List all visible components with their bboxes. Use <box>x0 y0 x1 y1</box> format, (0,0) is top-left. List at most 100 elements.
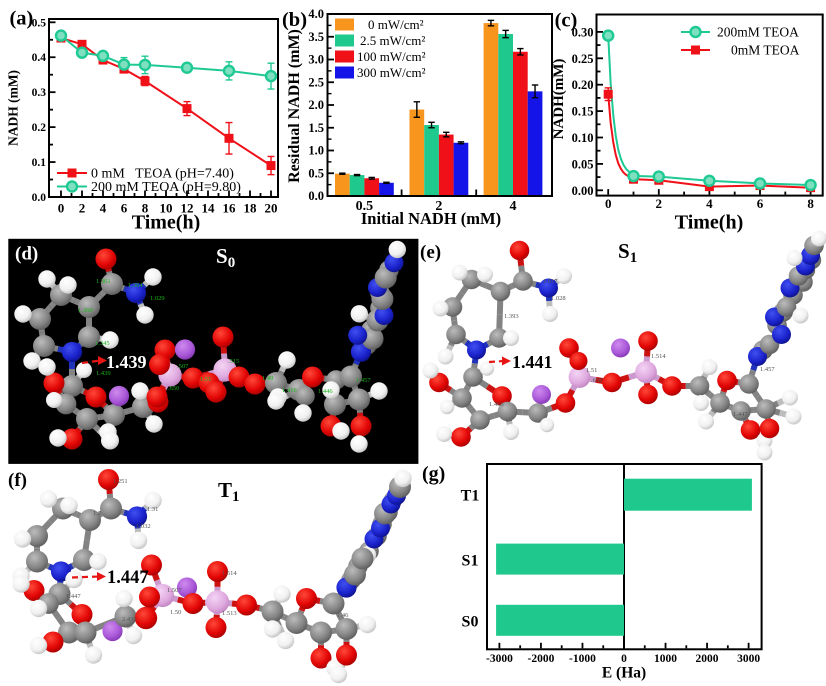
svg-text:1.416: 1.416 <box>282 387 297 394</box>
svg-text:10: 10 <box>160 201 173 216</box>
svg-text:2.5 mW/cm²: 2.5 mW/cm² <box>360 33 425 48</box>
svg-text:0: 0 <box>621 653 627 665</box>
svg-text:1.439: 1.439 <box>106 352 147 372</box>
svg-text:4.0: 4.0 <box>308 7 324 21</box>
svg-text:0: 0 <box>605 196 612 211</box>
svg-text:6: 6 <box>757 196 764 211</box>
svg-text:E (Ha): E (Ha) <box>602 665 646 682</box>
svg-text:1.51: 1.51 <box>200 376 211 383</box>
svg-text:1.46: 1.46 <box>337 612 349 619</box>
svg-text:(b): (b) <box>282 9 307 31</box>
svg-text:1.447: 1.447 <box>66 593 81 600</box>
svg-text:0.2: 0.2 <box>32 122 47 134</box>
svg-text:Initial NADH (mM): Initial NADH (mM) <box>361 209 501 228</box>
svg-text:0 mM TEOA (pH=7.40): 0 mM TEOA (pH=7.40) <box>91 167 234 182</box>
svg-text:Time(h): Time(h) <box>132 212 201 234</box>
svg-text:2.5: 2.5 <box>308 75 324 89</box>
svg-text:-3000: -3000 <box>486 653 513 665</box>
svg-text:6: 6 <box>121 201 128 216</box>
svg-text:0.5: 0.5 <box>356 199 374 214</box>
svg-text:1.507: 1.507 <box>167 587 182 594</box>
svg-text:1.457: 1.457 <box>760 366 775 373</box>
svg-text:20: 20 <box>265 201 278 216</box>
svg-text:1.50: 1.50 <box>170 609 181 616</box>
svg-text:1.360: 1.360 <box>78 307 93 314</box>
svg-text:0.5: 0.5 <box>308 166 324 180</box>
svg-text:1.31: 1.31 <box>147 506 158 513</box>
svg-text:0.25: 0.25 <box>572 52 594 66</box>
svg-text:-2000: -2000 <box>528 653 555 665</box>
svg-text:1.393: 1.393 <box>504 313 519 320</box>
svg-text:0.1: 0.1 <box>32 157 47 169</box>
svg-text:T1: T1 <box>218 478 240 505</box>
svg-text:1.466: 1.466 <box>489 401 504 408</box>
svg-text:1.028: 1.028 <box>551 295 566 302</box>
svg-text:0mM TEOA: 0mM TEOA <box>731 43 800 58</box>
svg-text:1.0: 1.0 <box>308 144 324 158</box>
svg-text:1.513: 1.513 <box>222 610 237 617</box>
svg-text:0.3: 0.3 <box>32 87 47 99</box>
svg-text:3.5: 3.5 <box>308 30 324 44</box>
svg-text:2: 2 <box>656 196 663 211</box>
svg-text:0.0: 0.0 <box>32 192 47 204</box>
svg-text:4: 4 <box>100 201 107 216</box>
svg-text:0.20: 0.20 <box>572 78 594 92</box>
svg-text:2: 2 <box>435 199 442 214</box>
svg-text:.507: .507 <box>177 363 189 370</box>
svg-text:1000: 1000 <box>654 653 677 665</box>
svg-text:8: 8 <box>142 201 149 216</box>
svg-text:1.457: 1.457 <box>356 377 371 384</box>
svg-text:(g): (g) <box>422 463 445 485</box>
svg-text:(e): (e) <box>420 242 441 263</box>
svg-text:2: 2 <box>79 201 86 216</box>
svg-text:Residual NADH (mM): Residual NADH (mM) <box>286 29 303 183</box>
svg-text:12: 12 <box>181 201 194 216</box>
svg-text:0.10: 0.10 <box>572 131 594 145</box>
svg-text:1.447: 1.447 <box>107 568 149 588</box>
svg-text:.650: .650 <box>168 385 179 392</box>
svg-text:0: 0 <box>58 201 65 216</box>
svg-text:(a): (a) <box>9 8 33 30</box>
svg-text:0.05: 0.05 <box>572 157 594 171</box>
svg-text:1.441: 1.441 <box>512 352 553 372</box>
svg-text:1.49: 1.49 <box>262 375 273 382</box>
svg-text:1.5: 1.5 <box>308 121 324 135</box>
svg-text:1.514: 1.514 <box>651 353 666 360</box>
svg-text:(d): (d) <box>15 244 38 265</box>
svg-text:18: 18 <box>244 201 258 216</box>
svg-text:4: 4 <box>706 196 713 211</box>
svg-text:1.364: 1.364 <box>128 282 143 289</box>
svg-text:S1: S1 <box>618 239 637 266</box>
svg-text:0.30: 0.30 <box>572 25 594 39</box>
svg-text:1.439: 1.439 <box>96 370 111 377</box>
svg-text:T1: T1 <box>461 488 480 505</box>
svg-text:1.514: 1.514 <box>222 570 237 577</box>
svg-text:1.2: 1.2 <box>93 510 101 517</box>
svg-text:(c): (c) <box>555 10 578 32</box>
svg-text:16: 16 <box>223 201 237 216</box>
svg-text:200 mM TEOA (pH=9.80): 200 mM TEOA (pH=9.80) <box>91 180 241 195</box>
svg-text:8: 8 <box>807 196 814 211</box>
svg-text:0.15: 0.15 <box>572 105 594 119</box>
svg-text:1.032: 1.032 <box>136 523 151 530</box>
svg-text:0.0: 0.0 <box>308 189 324 203</box>
svg-text:1.251: 1.251 <box>113 478 128 485</box>
svg-text:0.5: 0.5 <box>32 17 47 29</box>
svg-text:NADH (mM): NADH (mM) <box>6 70 21 146</box>
svg-text:200mM TEOA: 200mM TEOA <box>717 25 799 40</box>
svg-text:-1000: -1000 <box>569 653 596 665</box>
svg-text:2.433: 2.433 <box>122 616 137 623</box>
svg-text:Time(h): Time(h) <box>675 212 744 234</box>
svg-text:(f): (f) <box>8 470 27 491</box>
svg-text:3.0: 3.0 <box>308 53 324 67</box>
svg-text:1.51: 1.51 <box>586 367 597 374</box>
svg-text:100 mW/cm²: 100 mW/cm² <box>357 49 426 64</box>
svg-text:NADH(mM): NADH(mM) <box>551 59 567 140</box>
svg-text:S0: S0 <box>462 614 479 631</box>
svg-text:4: 4 <box>510 199 517 214</box>
svg-text:1.446: 1.446 <box>318 388 333 395</box>
svg-text:1.361: 1.361 <box>96 278 111 285</box>
svg-text:1.017: 1.017 <box>543 278 558 285</box>
svg-text:2.0: 2.0 <box>308 98 324 112</box>
svg-text:14: 14 <box>202 201 216 216</box>
